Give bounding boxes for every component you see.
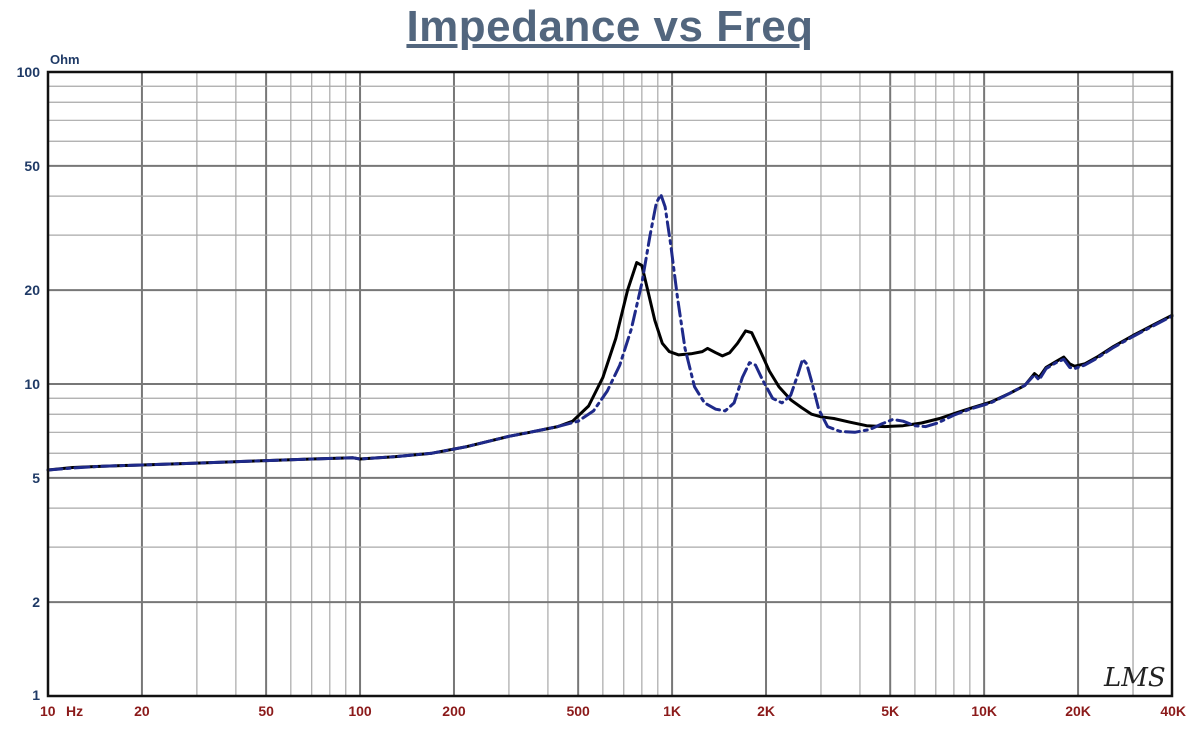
y-tick-label: 100 xyxy=(17,64,41,80)
x-tick-label: 500 xyxy=(566,703,590,719)
y-tick-label: 10 xyxy=(24,376,40,392)
chart-title: Impedance vs Freq xyxy=(406,2,814,51)
x-tick-label: 20 xyxy=(134,703,150,719)
grid xyxy=(48,72,1172,696)
y-tick-label: 5 xyxy=(32,470,40,486)
series-line-2 xyxy=(46,193,1174,472)
x-tick-label: 200 xyxy=(442,703,466,719)
x-tick-label: 50 xyxy=(258,703,274,719)
series-layer xyxy=(46,193,1174,472)
x-tick-label: 20K xyxy=(1065,703,1091,719)
y-tick-label: 2 xyxy=(32,594,40,610)
x-tick-label: 2K xyxy=(757,703,775,719)
series-line-1 xyxy=(46,261,1174,472)
y-tick-label: 1 xyxy=(32,687,40,703)
plot-frame xyxy=(46,70,1174,698)
x-axis-unit-label: Hz xyxy=(66,703,83,719)
x-tick-label: 1K xyxy=(663,703,681,719)
y-axis-label: Ohm xyxy=(50,52,80,67)
x-axis-ticks: 10 20 50 100 200 500 1K 2K 5K 10K 20K 40K xyxy=(40,703,1186,719)
y-axis-ticks: 1 2 5 10 20 50 100 xyxy=(17,64,41,703)
x-tick-label: 100 xyxy=(348,703,372,719)
y-tick-label: 50 xyxy=(24,158,40,174)
x-tick-label: 10K xyxy=(971,703,997,719)
y-tick-label: 20 xyxy=(24,282,40,298)
x-tick-label: 10 xyxy=(40,703,56,719)
x-tick-label: 40K xyxy=(1160,703,1186,719)
x-tick-label: 5K xyxy=(881,703,899,719)
lms-watermark: LMS xyxy=(1103,663,1166,693)
